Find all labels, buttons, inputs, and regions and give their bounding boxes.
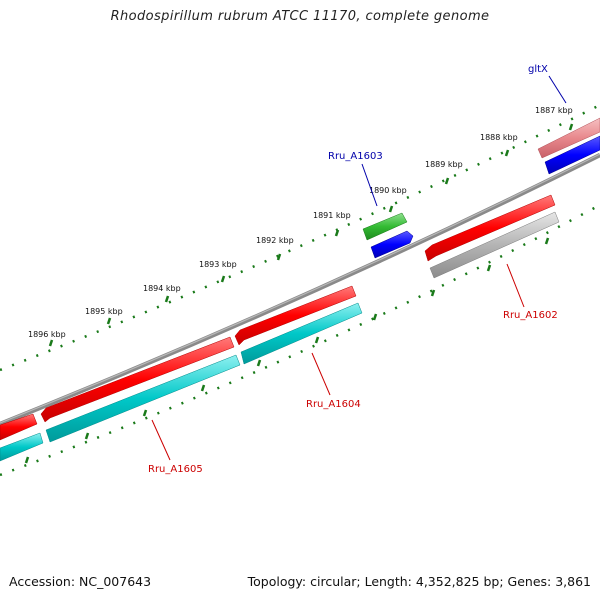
gene-label-rru-a1603: Rru_A1603 (328, 151, 383, 162)
gene-label-gltx: gltX (528, 64, 548, 75)
genome-summary-text: Topology: circular; Length: 4,352,825 bp… (247, 574, 591, 589)
gene-forward[interactable] (40, 336, 235, 423)
tick-label: 1889 kbp (425, 160, 463, 169)
gene-forward[interactable] (0, 413, 38, 441)
gene-rru-a1602-block[interactable] (429, 211, 560, 279)
gene-rru-a1603-green[interactable] (362, 212, 408, 241)
tick-label: 1892 kbp (256, 236, 294, 245)
tick-label: 1888 kbp (480, 133, 518, 142)
gene-label-rru-a1602: Rru_A1602 (503, 310, 558, 321)
gene-reverse-cyan[interactable] (0, 432, 44, 462)
tick-label: 1890 kbp (369, 186, 407, 195)
map-title: Rhodospirillum rubrum ATCC 11170, comple… (110, 9, 490, 24)
gene-label-rru-a1604: Rru_A1604 (306, 399, 361, 410)
gene-rru-a1603-blue[interactable] (370, 230, 414, 259)
inner-ticks (24, 237, 550, 464)
gene-forward[interactable] (234, 285, 357, 346)
gene-gltx-block[interactable] (537, 117, 600, 159)
genome-backbone (0, 152, 600, 427)
gene-forward[interactable] (424, 194, 556, 262)
tick-label: 1887 kbp (535, 106, 573, 115)
tick-label: 1894 kbp (143, 284, 181, 293)
rru-a1605-leader (151, 419, 171, 461)
tick-label: 1895 kbp (85, 307, 123, 316)
gene-label-rru-a1605: Rru_A1605 (148, 464, 203, 475)
gltx-leader (548, 75, 567, 104)
rru-a1604-leader (311, 352, 331, 396)
rru-a1603-leader (361, 163, 378, 207)
gene-reverse-cyan[interactable] (240, 302, 363, 365)
tick-label: 1891 kbp (313, 211, 351, 220)
tick-label: 1896 kbp (28, 330, 66, 339)
gene-reverse-cyan[interactable] (45, 354, 241, 443)
rru-a1602-leader (506, 263, 525, 308)
tick-label: 1893 kbp (199, 260, 237, 269)
accession-text: Accession: NC_007643 (9, 574, 152, 589)
gene-gltx-blue[interactable] (544, 135, 600, 175)
outer-ticks (48, 123, 574, 347)
